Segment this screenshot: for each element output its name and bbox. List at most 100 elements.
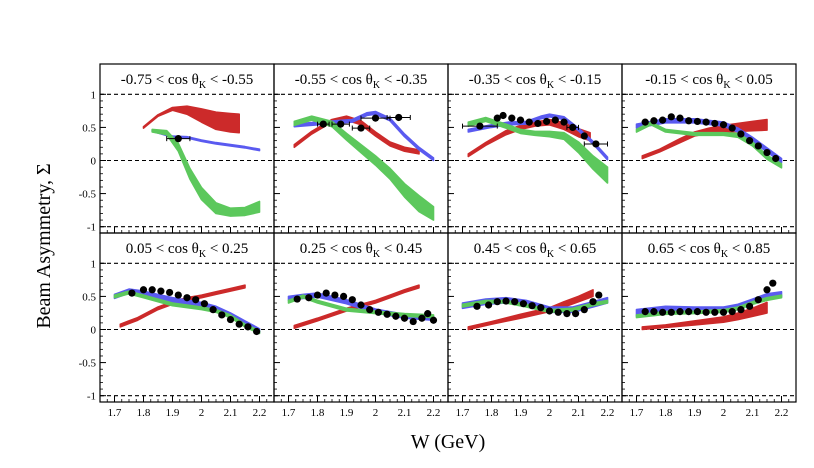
- x-tick-label: 1.8: [311, 407, 325, 419]
- data-point: [592, 140, 600, 148]
- data-point: [711, 308, 719, 316]
- y-tick-label: 0: [91, 156, 97, 168]
- panel-3: -0.35 < cos θK < -0.15: [447, 63, 623, 234]
- x-tick-label: 1.9: [514, 407, 528, 419]
- data-point: [560, 118, 568, 126]
- data-point: [685, 117, 693, 125]
- data-points: [166, 135, 191, 143]
- data-point: [667, 113, 675, 121]
- panel-title: -0.55 < cos θK < -0.35: [295, 72, 428, 91]
- data-point: [174, 135, 182, 143]
- data-point: [319, 120, 327, 128]
- x-tick-label: 2: [373, 407, 379, 419]
- data-point: [409, 317, 417, 326]
- panel-2: -0.55 < cos θK < -0.35: [273, 63, 449, 234]
- data-point: [485, 301, 493, 309]
- data-point: [395, 113, 403, 122]
- green-model-band: [151, 128, 261, 217]
- data-point: [754, 296, 762, 304]
- data-point: [580, 132, 588, 140]
- x-tick-label: 1.8: [659, 407, 673, 419]
- x-tick-label: 2.2: [427, 407, 441, 419]
- panel-7: 1.7 1.8 1.9 2 2.1 2.2 0.45 < cos θK < 0.65: [447, 232, 623, 419]
- data-point: [534, 119, 542, 128]
- data-point: [128, 289, 136, 297]
- x-tick-label: 1.9: [340, 407, 354, 419]
- data-point: [763, 286, 771, 294]
- data-point: [641, 308, 649, 316]
- panel-1: -1 -0.5 0 0.5 1 -0.75 < cos θK < -0.55: [79, 63, 275, 234]
- data-point: [374, 308, 382, 316]
- x-tick-label: 2.1: [746, 407, 760, 419]
- data-point: [473, 302, 481, 310]
- data-point: [200, 300, 208, 308]
- panel-frame: [447, 63, 623, 234]
- data-point: [595, 291, 603, 299]
- y-tick-label: 0.5: [82, 291, 96, 303]
- data-point: [746, 137, 754, 145]
- x-tick-label: 2.2: [253, 407, 267, 419]
- data-point: [424, 310, 432, 318]
- data-point: [519, 300, 528, 308]
- panel-title: -0.15 < cos θK < 0.05: [645, 72, 773, 91]
- data-point: [676, 114, 684, 122]
- y-tick-label: 0.5: [82, 122, 96, 134]
- x-tick-label: 2.2: [775, 407, 789, 419]
- data-point: [569, 123, 577, 132]
- data-point: [322, 289, 330, 297]
- panel-frame: [621, 232, 797, 403]
- data-point: [563, 310, 571, 318]
- panel-title: -0.75 < cos θK < -0.55: [121, 72, 254, 91]
- data-point: [545, 307, 554, 315]
- data-point: [580, 306, 588, 314]
- data-point: [157, 287, 165, 295]
- data-point: [702, 118, 710, 126]
- x-axis-title: W (GeV): [411, 431, 486, 453]
- x-tick-label: 1.8: [137, 407, 151, 419]
- data-point: [174, 291, 182, 299]
- x-tick-label: 2.1: [572, 407, 586, 419]
- data-point: [650, 117, 658, 125]
- data-point: [728, 308, 736, 316]
- data-point: [244, 323, 252, 331]
- data-point: [493, 114, 501, 122]
- model-curves: [142, 105, 261, 217]
- panel-title: -0.35 < cos θK < -0.15: [469, 72, 602, 91]
- data-point: [218, 311, 226, 319]
- panel-4: -0.15 < cos θK < 0.05: [621, 63, 797, 234]
- x-tick-label: 2.2: [601, 407, 615, 419]
- green-model-band: [635, 121, 783, 169]
- data-point: [650, 308, 658, 316]
- data-point: [511, 298, 519, 306]
- data-point: [293, 295, 301, 303]
- panel-8: 1.7 1.8 1.9 2 2.1 2.2 0.65 < cos θK < 0.85: [621, 232, 797, 419]
- data-point: [235, 320, 243, 328]
- data-point: [499, 111, 507, 120]
- data-point: [543, 117, 551, 126]
- red-model-band: [467, 289, 594, 331]
- panel-6: 1.7 1.8 1.9 2 2.1 2.2 0.25 < cos θK < 0.45: [273, 232, 449, 419]
- data-points: [317, 113, 411, 132]
- data-points: [473, 291, 603, 318]
- x-tick-label: 1.9: [166, 407, 180, 419]
- data-point: [183, 294, 191, 302]
- green-model-band: [293, 115, 435, 221]
- data-point: [537, 304, 545, 312]
- x-tick-label: 2: [547, 407, 553, 419]
- data-point: [139, 286, 148, 294]
- x-tick-label: 1.9: [688, 407, 702, 419]
- data-point: [528, 302, 536, 310]
- data-point: [508, 114, 516, 122]
- x-tick-label: 1.7: [456, 407, 470, 419]
- data-point: [667, 308, 675, 316]
- x-tick-label: 2: [199, 407, 205, 419]
- data-point: [392, 312, 400, 320]
- data-point: [769, 279, 777, 287]
- panel-frame: [447, 232, 623, 403]
- y-tick-label: 1: [91, 258, 97, 270]
- y-tick-label: -0.5: [79, 358, 97, 370]
- x-tick-label: 2.1: [224, 407, 238, 419]
- data-point: [763, 148, 771, 157]
- data-point: [516, 116, 525, 124]
- y-tick-label: 0: [91, 325, 97, 337]
